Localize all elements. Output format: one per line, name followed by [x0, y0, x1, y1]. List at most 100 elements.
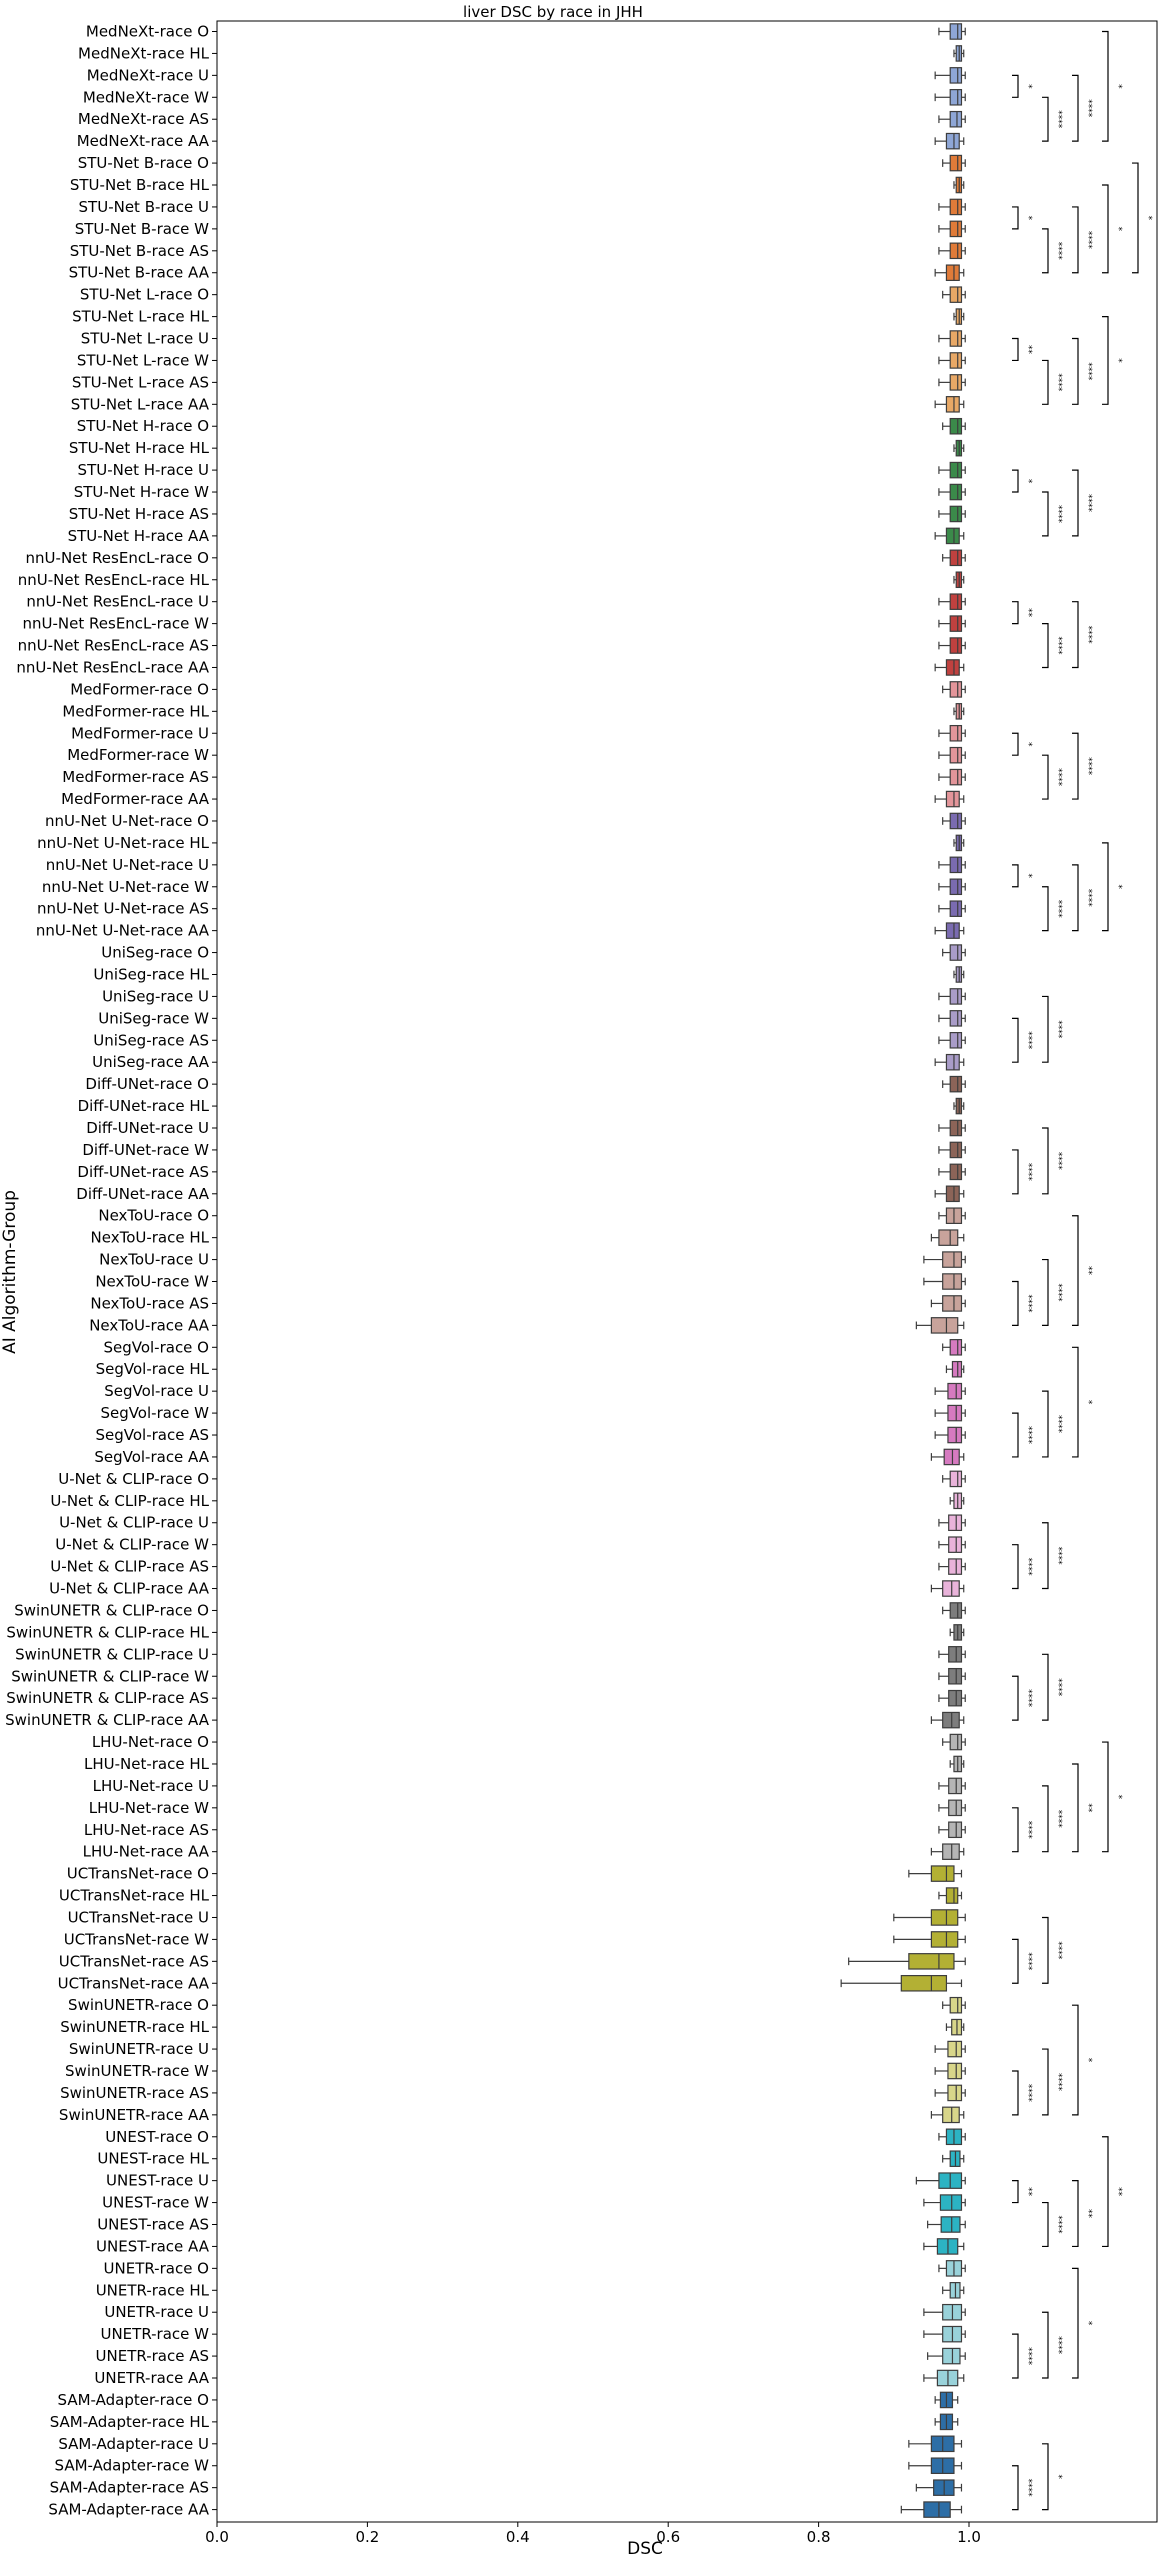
box — [942, 1251, 963, 1268]
significance-label: * — [1083, 1400, 1093, 1405]
significance-bracket — [1042, 96, 1049, 142]
box — [949, 1032, 963, 1049]
box — [945, 922, 960, 939]
y-tick-label: UNETR-race HL — [96, 2281, 210, 2299]
y-tick-label: NexToU-race O — [98, 1207, 209, 1225]
significance-bracket — [1072, 74, 1079, 142]
y-tick-label: MedNeXt-race U — [87, 66, 209, 84]
box — [900, 1974, 948, 1992]
box — [948, 1777, 963, 1795]
y-tick-label: SwinUNETR & CLIP-race AA — [5, 1711, 210, 1729]
significance-bracket — [1012, 1675, 1019, 1721]
y-tick-label: UNEST-race O — [105, 2128, 209, 2146]
y-tick-label: LHU-Net-race U — [93, 1777, 209, 1795]
significance-bracket — [1042, 754, 1049, 800]
box — [949, 1163, 963, 1181]
box — [949, 1996, 963, 2014]
box — [948, 1689, 963, 1707]
significance-label: * — [1113, 84, 1123, 89]
box — [949, 549, 963, 567]
y-tick-label: UCTransNet-race W — [64, 1930, 209, 1948]
y-tick-label: UCTransNet-race HL — [59, 1887, 210, 1905]
box-series — [840, 23, 966, 2518]
y-tick-label: nnU-Net ResEncL-race W — [23, 615, 210, 633]
box — [939, 2194, 963, 2211]
box — [949, 1339, 963, 1356]
y-tick-label: Diff-UNet-race U — [86, 1119, 209, 1137]
significance-bracket — [1072, 732, 1079, 800]
y-tick-label: LHU-Net-race W — [89, 1799, 209, 1817]
box — [948, 1799, 963, 1817]
y-tick-label: SegVol-race O — [103, 1338, 209, 1356]
box — [943, 1448, 960, 1466]
significance-bracket — [1042, 1258, 1049, 1326]
significance-bracket — [1072, 1346, 1079, 1458]
y-tick-label: MedNeXt-race W — [83, 88, 209, 106]
y-tick-label: nnU-Net ResEncL-race O — [26, 549, 209, 567]
box — [948, 1667, 963, 1685]
box — [945, 527, 960, 545]
x-axis-label: DSC — [627, 2539, 663, 2559]
significance-label: **** — [1083, 494, 1093, 513]
y-tick-label: STU-Net H-race W — [74, 483, 209, 501]
box — [942, 1711, 960, 1729]
significance-label: * — [1023, 84, 1033, 89]
box — [949, 1075, 963, 1093]
significance-label: * — [1023, 479, 1033, 484]
y-tick-label: SAM-Adapter-race HL — [50, 2413, 210, 2431]
significance-bracket — [1042, 2048, 1049, 2116]
significance-bracket — [1042, 886, 1049, 932]
x-tick-label: 1.0 — [957, 2528, 981, 2546]
box — [949, 681, 963, 698]
y-tick-label: SegVol-race U — [104, 1382, 209, 1400]
y-tick-label: STU-Net H-race HL — [69, 439, 210, 457]
significance-label: **** — [1083, 99, 1093, 118]
y-tick-label: STU-Net L-race O — [80, 286, 209, 304]
box — [930, 1317, 959, 1334]
significance-bracket — [1042, 2443, 1049, 2511]
significance-bracket — [1012, 732, 1019, 756]
box — [947, 2084, 963, 2102]
significance-label: **** — [1053, 2336, 1063, 2355]
y-tick-label: LHU-Net-race AS — [84, 1821, 209, 1839]
y-tick-label: STU-Net H-race AS — [69, 505, 209, 523]
y-tick-label: MedFormer-race O — [70, 680, 209, 698]
significance-bracket — [1042, 1653, 1049, 1721]
box — [949, 89, 963, 106]
significance-bracket — [1072, 337, 1079, 405]
significance-bracket — [1042, 1127, 1049, 1195]
significance-label: **** — [1053, 1678, 1063, 1697]
significance-label: * — [1023, 216, 1033, 221]
significance-label: * — [1053, 2474, 1063, 2479]
y-tick-label: SwinUNETR & CLIP-race W — [11, 1667, 209, 1685]
box — [942, 1295, 963, 1312]
significance-label: **** — [1053, 2216, 1063, 2235]
box — [948, 1514, 963, 1532]
y-tick-label: SAM-Adapter-race O — [58, 2391, 209, 2409]
significance-label: **** — [1023, 1689, 1033, 1708]
y-tick-label: LHU-Net-race AA — [83, 1843, 210, 1861]
box — [949, 110, 963, 128]
significance-label: **** — [1053, 1020, 1063, 1039]
y-tick-label: SwinUNETR-race W — [65, 2062, 209, 2080]
y-tick-label: LHU-Net-race HL — [84, 1755, 210, 1773]
y-tick-label: UNETR-race U — [104, 2303, 209, 2321]
y-tick-label: STU-Net L-race AS — [72, 373, 209, 391]
y-tick-label: U-Net & CLIP-race U — [59, 1514, 209, 1532]
y-tick-label: UniSeg-race AA — [92, 1053, 210, 1071]
box — [949, 900, 963, 917]
significance-bracket — [1042, 2201, 1049, 2248]
y-tick-label: UCTransNet-race O — [67, 1865, 209, 1883]
significance-bracket — [1072, 864, 1079, 932]
significance-bracket — [1102, 2136, 1109, 2248]
y-tick-label: nnU-Net U-Net-race AA — [36, 922, 210, 940]
box — [949, 1733, 963, 1751]
y-tick-label: NexToU-race AS — [90, 1294, 209, 1312]
y-tick-label: STU-Net H-race U — [78, 461, 209, 479]
significance-bracket — [1072, 206, 1079, 274]
box — [930, 1909, 959, 1926]
y-tick-label: NexToU-race W — [95, 1273, 209, 1291]
y-tick-label: STU-Net L-race AA — [71, 395, 210, 413]
significance-bracket — [1012, 1412, 1019, 1458]
significance-bracket — [1012, 601, 1019, 625]
